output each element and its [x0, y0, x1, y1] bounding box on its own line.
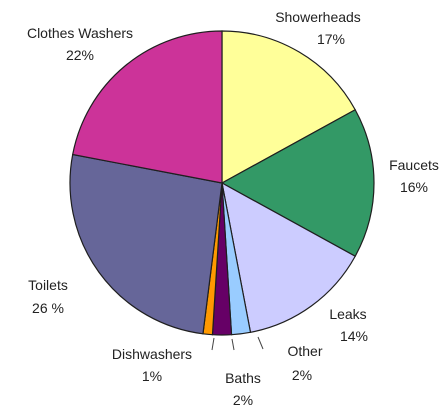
pie-slice-faucets — [220, 108, 375, 258]
label-showerheads: Showerheads — [275, 9, 361, 25]
label-dishwashers: Dishwashers — [112, 346, 192, 362]
pie-slice-clothes-washers — [71, 30, 223, 184]
pie-slice-toilets — [69, 153, 223, 335]
value-dishwashers: 1% — [142, 368, 162, 384]
pie-slices — [69, 30, 375, 336]
label-faucets: Faucets — [389, 157, 439, 173]
slice-labels: Showerheads 17% Faucets 16% Leaks 14% Ot… — [27, 9, 439, 408]
value-clothes-washers: 22% — [66, 47, 94, 63]
value-leaks: 14% — [340, 328, 368, 344]
label-clothes-washers: Clothes Washers — [27, 25, 133, 41]
pie-slice-showerheads — [221, 30, 357, 185]
value-toilets: 26 % — [32, 300, 64, 316]
leader-other — [257, 336, 264, 350]
value-other: 2% — [292, 367, 312, 383]
label-leaks: Leaks — [329, 306, 366, 322]
value-baths: 2% — [233, 392, 253, 408]
leader-dishwashers — [211, 337, 215, 351]
pie-slice-leaks — [221, 181, 357, 334]
label-baths: Baths — [225, 370, 261, 386]
label-other: Other — [287, 343, 322, 359]
leader-baths — [231, 338, 235, 351]
value-faucets: 16% — [400, 179, 428, 195]
label-toilets: Toilets — [28, 277, 68, 293]
value-showerheads: 17% — [317, 31, 345, 47]
leader-lines — [211, 336, 264, 351]
